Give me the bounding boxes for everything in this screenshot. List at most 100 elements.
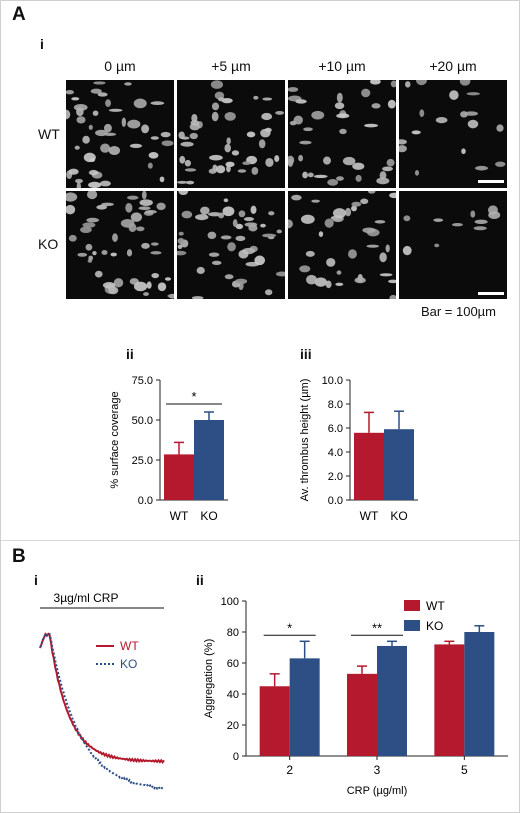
y-tick-label: 0.0 [138,495,153,507]
platelet-blob [101,202,114,207]
legend-label-wt: WT [120,639,139,653]
platelet-blob [318,231,324,237]
platelet-blob [246,131,256,138]
platelet-blob [411,130,421,135]
platelet-blob [209,154,223,161]
platelet-blob [253,95,259,100]
platelet-blob [86,217,100,223]
platelet-blob [339,128,347,135]
platelet-blob [208,168,217,174]
platelet-blob [223,198,229,203]
x-axis-label: CRP (µg/ml) [347,785,408,797]
platelet-blob [387,99,396,109]
platelet-blob [167,294,174,298]
micrograph-speckle [177,191,285,299]
platelet-blob [291,194,302,201]
bar-wt [354,432,384,500]
platelet-blob [127,119,141,129]
surface-coverage-chart: 0.0 25.0 50.0 75.0 % surface coverage WT KO * [109,375,228,523]
platelet-blob [382,166,393,172]
platelet-blob [211,102,220,111]
platelet-blob [121,117,127,128]
platelet-blob [101,250,108,256]
platelet-blob [226,137,231,145]
platelet-blob [113,278,124,288]
platelet-blob [150,136,159,140]
x-tick-label: WT [170,509,189,523]
platelet-blob [82,222,96,228]
platelet-blob [300,214,315,224]
platelet-blob [88,124,93,130]
platelet-blob [264,289,273,296]
platelet-blob [399,145,407,153]
column-header-10um: +10 µm [318,58,366,74]
platelet-blob [260,223,266,228]
bar-ko-2 [289,658,320,756]
platelet-blob [99,180,111,187]
platelet-blob [288,158,294,167]
platelet-blob [370,80,381,85]
platelet-blob [232,219,238,228]
platelet-blob [220,235,232,240]
platelet-blob [196,266,205,275]
platelet-blob [305,250,315,257]
platelet-blob [151,272,160,279]
platelet-blob [141,191,147,200]
platelet-blob [336,113,350,119]
platelet-blob [360,198,369,205]
platelet-blob [177,237,185,245]
platelet-blob [76,107,84,117]
micrograph-speckle [288,191,396,299]
platelet-blob [288,219,293,229]
micrograph-wt-0um [66,80,174,188]
platelet-blob [433,218,444,222]
legend-label-ko: KO [426,619,443,633]
platelet-blob [178,191,189,196]
y-tick-label: 20 [227,720,239,732]
significance-marker: * [191,389,196,404]
platelet-blob [66,192,78,202]
y-tick-label: 2.0 [328,471,343,483]
platelet-blob [376,177,390,185]
platelet-blob [354,277,366,284]
micrograph-ko-0um [66,191,174,299]
platelet-blob [314,277,327,287]
platelet-blob [464,111,479,116]
platelet-blob [402,245,412,256]
platelet-blob [177,180,188,184]
micrograph-speckle [402,205,501,256]
platelet-blob [218,212,225,219]
platelet-blob [389,294,396,299]
platelet-blob [139,199,153,207]
platelet-blob [414,170,420,176]
platelet-blob [336,176,344,181]
platelet-blob [210,80,224,89]
micrograph-speckle [399,80,506,176]
platelet-blob [125,202,133,213]
micrograph-wt-5um [177,80,285,188]
platelet-blob [237,169,247,173]
aggregation-trace-chart: 3µg/ml CRP WT KO [39,591,165,791]
platelet-blob [261,112,273,121]
scale-bar-wt [478,180,504,183]
y-tick-label: 75.0 [132,375,153,387]
platelet-blob [222,206,235,217]
platelet-blob [68,168,79,175]
platelet-blob [342,156,356,166]
platelet-blob [226,165,231,173]
micrograph-speckle [66,191,174,299]
platelet-blob [156,202,166,211]
platelet-blob [215,165,226,174]
platelet-blob [133,98,147,109]
platelet-blob [94,270,103,278]
platelet-blob [242,161,251,166]
platelet-blob [191,296,204,299]
platelet-blob [141,242,150,249]
platelet-blob [351,205,357,212]
platelet-blob [474,165,489,171]
platelet-blob [449,90,459,100]
platelet-blob [138,206,151,211]
platelet-blob [190,120,200,126]
y-tick-label: 60 [227,658,239,670]
